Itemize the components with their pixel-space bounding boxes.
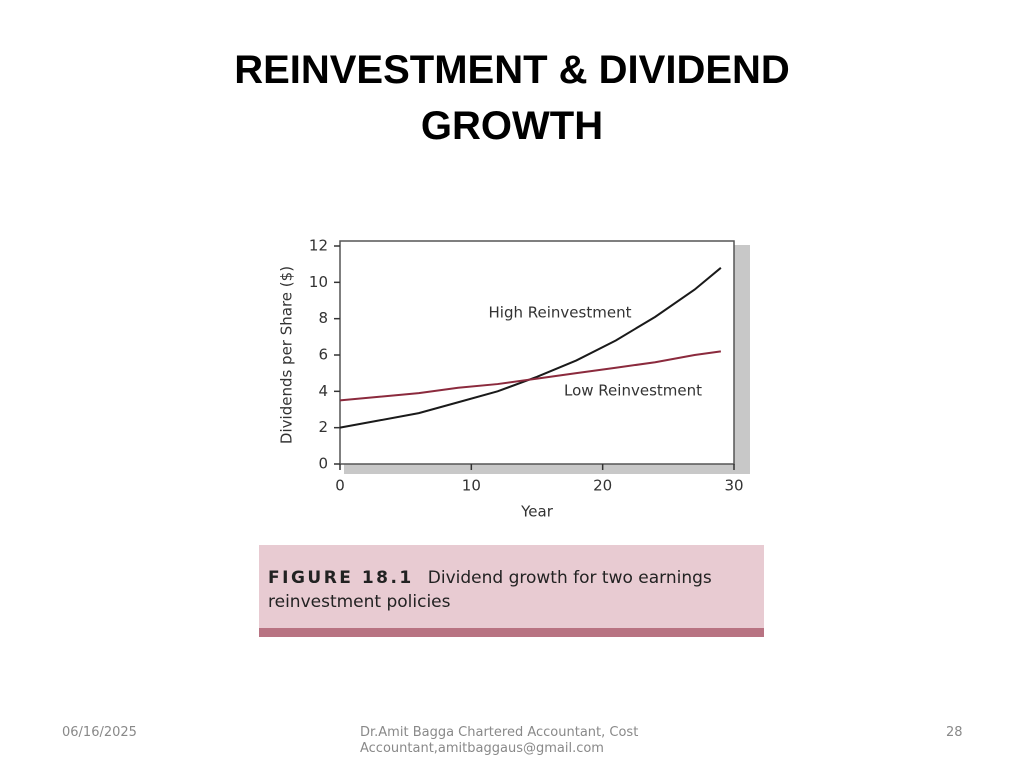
series-label: Low Reinvestment (564, 382, 702, 400)
slide-title: REINVESTMENT & DIVIDEND GROWTH (234, 48, 790, 148)
page-number: 28 (946, 725, 963, 740)
date: 06/16/2025 (62, 725, 137, 740)
figure-number: FIGURE 18.1 (268, 568, 414, 588)
series-line (339, 267, 722, 429)
y-tick-label: 10 (309, 273, 328, 291)
footer: Dr.Amit Bagga Chartered Accountant, Cost… (360, 725, 639, 756)
y-tick-label: 12 (309, 237, 328, 255)
series-label: High Reinvestment (489, 304, 632, 322)
y-tick-label: 8 (318, 309, 328, 327)
x-tick-label: 30 (724, 477, 743, 495)
y-axis-label: Dividends per Share ($) (278, 266, 296, 444)
x-tick-label: 10 (462, 477, 481, 495)
x-tick-label: 0 (335, 477, 345, 495)
y-tick-label: 0 (318, 455, 328, 473)
caption-bar (259, 628, 764, 637)
y-tick-label: 6 (318, 346, 328, 364)
plot-area (339, 240, 735, 465)
x-axis-label: Year (520, 503, 554, 521)
figure-caption: FIGURE 18.1 Dividend growth for two earni… (268, 566, 758, 614)
figure-caption-box: FIGURE 18.1 Dividend growth for two earni… (259, 545, 764, 637)
y-tick-label: 4 (318, 382, 328, 400)
x-tick-label: 20 (593, 477, 612, 495)
y-tick-label: 2 (318, 418, 328, 436)
series-line (339, 350, 722, 402)
caption-text: Dividend growth for two earnings reinves… (268, 568, 712, 612)
